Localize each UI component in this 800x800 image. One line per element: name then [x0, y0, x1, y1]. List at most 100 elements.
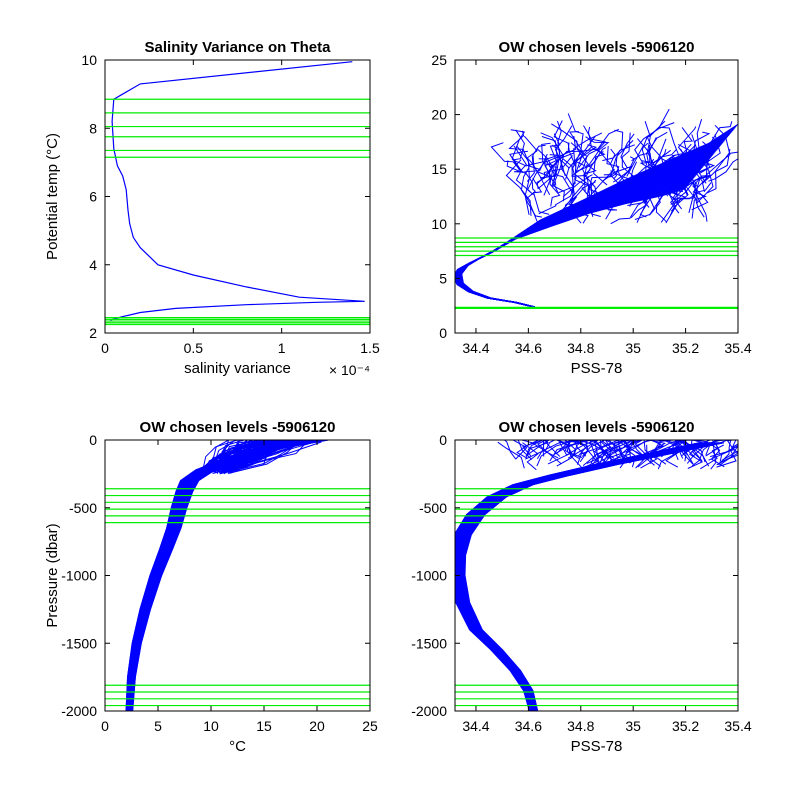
- x-tick-label: 5: [154, 718, 162, 734]
- profile-line: [549, 166, 565, 202]
- profile-line: [609, 148, 618, 180]
- x-tick-label: 35.4: [724, 340, 751, 356]
- profile-line: [641, 160, 655, 197]
- profile-line: [647, 440, 670, 455]
- x-tick-label: 35: [625, 340, 641, 356]
- profile-line: [705, 124, 731, 177]
- profile-line: [208, 440, 264, 467]
- profile-line: [695, 148, 714, 205]
- y-tick-label: 5: [439, 270, 447, 286]
- profile-line: [231, 442, 298, 474]
- profile-line: [581, 440, 615, 457]
- profile-line: [526, 440, 549, 458]
- profile-line: [525, 188, 542, 218]
- x-axis-label: PSS-78: [571, 360, 623, 377]
- profile-line: [594, 440, 612, 467]
- profile-line: [602, 440, 642, 460]
- x-tick-label: 1: [278, 340, 286, 356]
- profile-line: [692, 440, 719, 457]
- y-tick-label: 15: [431, 161, 447, 177]
- profile-line: [665, 166, 692, 224]
- profile-line: [223, 441, 269, 475]
- plot-area: [455, 108, 738, 310]
- y-tick-label: 10: [81, 52, 97, 68]
- chart-title: OW chosen levels -5906120: [499, 419, 695, 436]
- y-tick-label: -1000: [61, 568, 97, 584]
- profile-line: [522, 442, 539, 471]
- x-tick-label: 34.6: [515, 718, 542, 734]
- y-tick-label: -1500: [61, 635, 97, 651]
- profile-line: [656, 156, 676, 196]
- profile-line: [509, 150, 528, 175]
- profile-line: [646, 153, 661, 190]
- profile-line: [691, 442, 708, 467]
- x-tick-label: 34.4: [462, 340, 489, 356]
- profile-line: [616, 165, 650, 208]
- profile-line: [625, 440, 649, 468]
- profile-line: [690, 144, 715, 184]
- profile-line: [640, 440, 658, 469]
- profile-line: [572, 147, 607, 177]
- profile-line: [220, 440, 289, 471]
- profile-line: [658, 108, 681, 160]
- profile-line: [590, 182, 618, 211]
- profile-line: [656, 154, 677, 201]
- profile-line: [536, 155, 573, 184]
- profile-line: [683, 440, 703, 462]
- x-tick-label: 0: [101, 340, 109, 356]
- profile-line: [691, 183, 705, 218]
- y-tick-label: 6: [89, 189, 97, 205]
- y-tick-label: 8: [89, 120, 97, 136]
- profile-line: [576, 440, 619, 465]
- profile-line: [678, 127, 694, 166]
- profile-line: [506, 160, 531, 192]
- profile-line: [567, 440, 582, 468]
- profile-line: [602, 129, 624, 162]
- profile-line: [639, 144, 653, 173]
- profile-line: [575, 126, 592, 168]
- profile-line: [696, 134, 721, 184]
- plot-area: [105, 61, 370, 326]
- profile-line: [566, 440, 590, 458]
- x-tick-label: 34.6: [515, 340, 542, 356]
- profile-line: [525, 142, 551, 170]
- profile-line: [543, 136, 577, 175]
- profile-line: [523, 135, 543, 181]
- profile-line: [585, 136, 610, 166]
- chart-panel-4: 34.4 34.6 34.8 35 35.2 35.4 -2000 -1500 -1000 -50…: [411, 419, 752, 755]
- y-tick-label: -1500: [411, 635, 447, 651]
- y-tick-label: -500: [69, 500, 97, 516]
- y-tick-label: 4: [89, 257, 97, 273]
- profile-line: [526, 144, 546, 182]
- profile-line: [719, 445, 738, 466]
- y-tick-label: -2000: [61, 703, 97, 719]
- profile-line: [569, 164, 597, 201]
- profile-line: [562, 158, 601, 202]
- profile-line: [602, 140, 634, 182]
- profile-line: [567, 440, 598, 462]
- profile-line: [671, 143, 694, 171]
- profile-line: [680, 441, 694, 465]
- profile-line: [687, 440, 720, 458]
- profile-line: [669, 160, 689, 216]
- profile-line: [205, 440, 239, 471]
- profile-line: [564, 440, 587, 460]
- profile-line: [676, 440, 687, 458]
- profile-line: [719, 445, 738, 462]
- y-axis-label: Pressure (dbar): [44, 523, 61, 627]
- axes-box: [454, 59, 739, 334]
- profile-line: [626, 142, 649, 177]
- profile-line: [632, 443, 655, 466]
- profile-line: [631, 121, 651, 162]
- profile-line: [511, 129, 528, 167]
- profile-line: [710, 440, 717, 470]
- profile-line: [558, 440, 590, 456]
- profile-line: [230, 443, 298, 472]
- profile-line: [549, 171, 561, 207]
- plot-area: [105, 440, 370, 711]
- profile-line: [567, 187, 584, 224]
- x-tick-label: 34.4: [462, 718, 489, 734]
- x-tick-label: 0: [101, 718, 109, 734]
- profile-line: [603, 175, 624, 206]
